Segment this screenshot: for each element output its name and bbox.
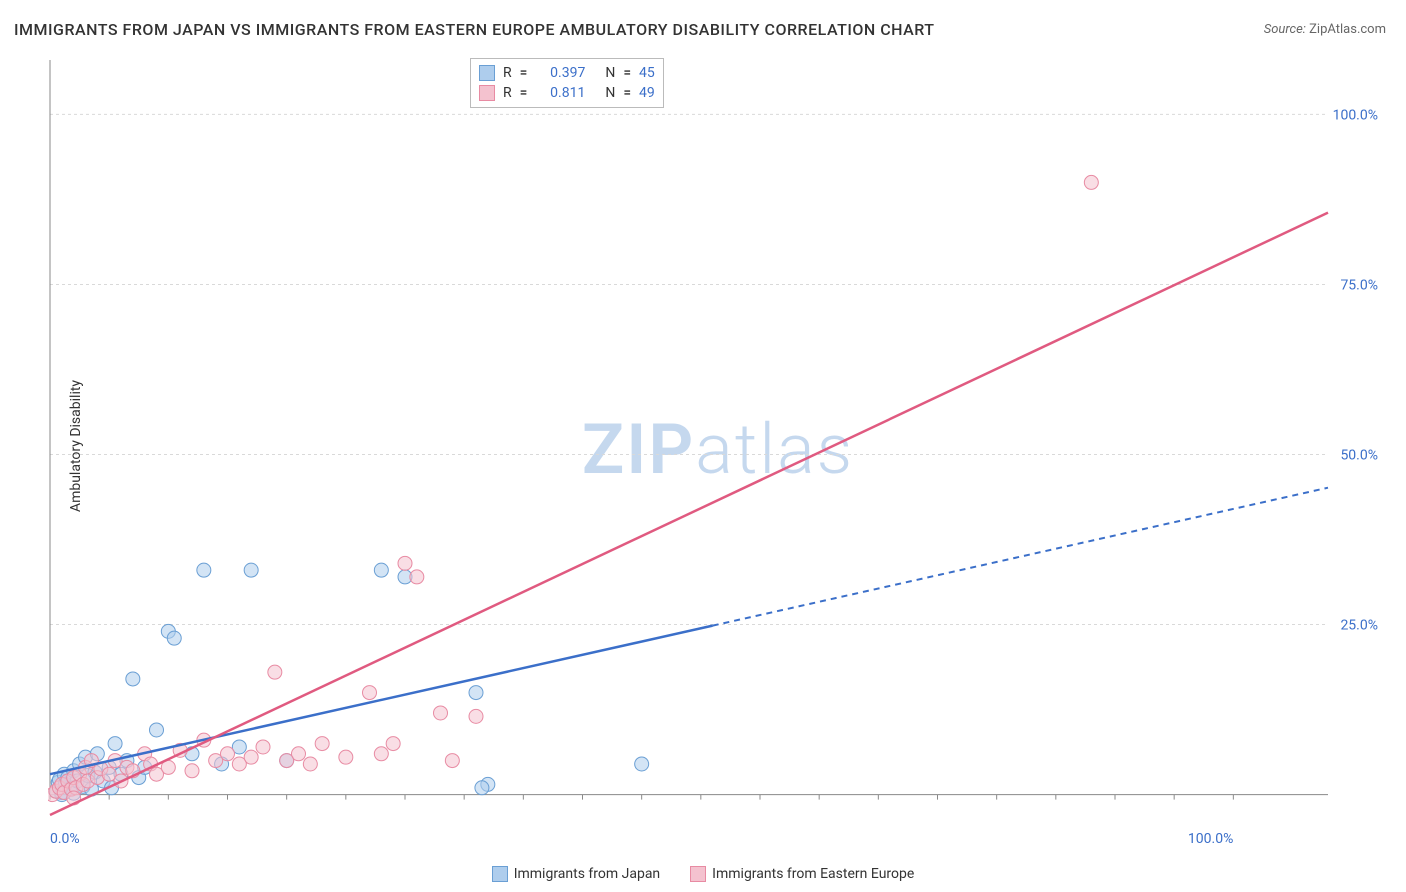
- data-point: [635, 757, 649, 771]
- data-point: [221, 747, 235, 761]
- source-attribution: Source: ZipAtlas.com: [1264, 22, 1386, 37]
- data-point: [398, 556, 412, 570]
- legend-item: Immigrants from Japan: [492, 866, 660, 882]
- data-point: [339, 750, 353, 764]
- data-point: [185, 764, 199, 778]
- y-tick-label: 50.0%: [1340, 448, 1378, 464]
- n-value: 49: [639, 85, 655, 101]
- data-point: [292, 747, 306, 761]
- r-value: 0.397: [535, 65, 585, 81]
- data-point: [469, 709, 483, 723]
- eq-sign: =: [520, 85, 528, 101]
- data-point: [108, 737, 122, 751]
- eq-sign: =: [623, 65, 631, 81]
- trend-line: [50, 213, 1328, 815]
- n-letter: N: [605, 65, 615, 81]
- y-tick-label: 100.0%: [1333, 107, 1378, 123]
- r-value: 0.811: [535, 85, 585, 101]
- legend-label: Immigrants from Eastern Europe: [712, 866, 914, 882]
- legend-swatch: [690, 866, 706, 882]
- scatter-chart: 25.0% 50.0% 75.0% 100.0% 0.0% 100.0%: [48, 55, 1388, 845]
- data-point: [374, 563, 388, 577]
- r-letter: R: [503, 65, 512, 81]
- bottom-legend: Immigrants from Japan Immigrants from Ea…: [0, 866, 1406, 882]
- series-swatch: [479, 65, 495, 81]
- series-swatch: [479, 85, 495, 101]
- n-value: 45: [639, 65, 655, 81]
- data-point: [1084, 175, 1098, 189]
- data-point: [244, 563, 258, 577]
- data-point: [475, 781, 489, 795]
- data-point: [386, 737, 400, 751]
- data-point: [256, 740, 270, 754]
- data-point: [469, 686, 483, 700]
- data-point: [126, 672, 140, 686]
- data-point: [244, 750, 258, 764]
- data-point: [315, 737, 329, 751]
- eq-sign: =: [520, 65, 528, 81]
- stats-row: R = 0.811 N = 49: [479, 83, 655, 103]
- y-tick-label: 25.0%: [1340, 618, 1378, 634]
- data-point: [363, 686, 377, 700]
- data-point: [434, 706, 448, 720]
- x-tick-label: 0.0%: [50, 831, 80, 845]
- data-point: [374, 747, 388, 761]
- legend-label: Immigrants from Japan: [514, 866, 660, 882]
- stats-row: R = 0.397 N = 45: [479, 63, 655, 83]
- eq-sign: =: [623, 85, 631, 101]
- chart-title: IMMIGRANTS FROM JAPAN VS IMMIGRANTS FROM…: [14, 20, 935, 39]
- n-letter: N: [605, 85, 615, 101]
- stats-legend-box: R = 0.397 N = 45 R = 0.811 N = 49: [470, 58, 664, 108]
- source-value: ZipAtlas.com: [1309, 22, 1386, 37]
- data-point: [150, 723, 164, 737]
- legend-item: Immigrants from Eastern Europe: [690, 866, 914, 882]
- legend-swatch: [492, 866, 508, 882]
- x-tick-label: 100.0%: [1188, 831, 1233, 845]
- r-letter: R: [503, 85, 512, 101]
- source-label: Source:: [1264, 22, 1306, 37]
- data-point: [167, 631, 181, 645]
- data-point: [197, 563, 211, 577]
- data-point: [445, 754, 459, 768]
- y-tick-label: 75.0%: [1340, 277, 1378, 293]
- trend-line-extrapolated: [713, 488, 1328, 626]
- data-point: [268, 665, 282, 679]
- data-point: [303, 757, 317, 771]
- plot-area: ZIPatlas 25.0%50.0%75.0%100.0%0.0%100.0%: [48, 55, 1388, 845]
- data-point: [410, 570, 424, 584]
